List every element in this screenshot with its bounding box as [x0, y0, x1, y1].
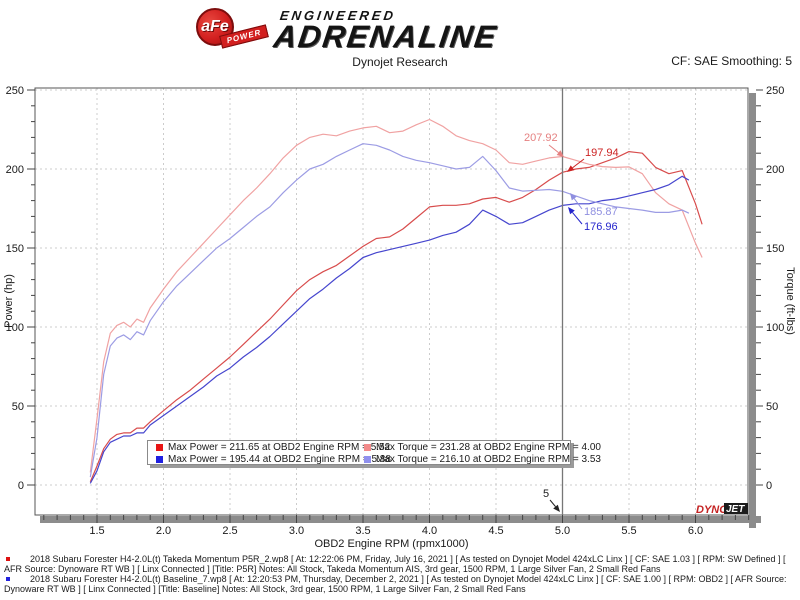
legend-item: Max Power = 195.44 at OBD2 Engine RPM = …	[156, 454, 391, 465]
legend-label: Max Torque = 231.28 at OBD2 Engine RPM =…	[376, 441, 601, 453]
annotation-label: 197.94	[585, 147, 619, 159]
run-footnotes: 2018 Subaru Forester H4-2.0L(t) Takeda M…	[4, 554, 798, 595]
y-tick-label-left: 150	[6, 243, 24, 255]
annotation-arrow-head	[567, 165, 575, 172]
y-tick-label-right: 150	[766, 243, 784, 255]
y-tick-label-left: 100	[6, 322, 24, 334]
y-tick-label-left: 200	[6, 164, 24, 176]
legend-swatch-icon	[364, 455, 371, 463]
curve-takeda-torque-ftlbs	[89, 118, 703, 473]
annotation-arrow-line	[573, 198, 583, 210]
annotation-arrow-line	[548, 144, 559, 154]
dynojet-watermark-jet: JET	[726, 504, 745, 515]
annotation-arrow-head	[553, 504, 560, 512]
legend-label: Max Power = 195.44 at OBD2 Engine RPM = …	[168, 453, 391, 465]
run-note: 2018 Subaru Forester H4-2.0L(t) Takeda M…	[4, 554, 786, 574]
annotation-arrow-line	[549, 499, 556, 507]
y-tick-label-right: 100	[766, 322, 784, 334]
dynojet-watermark-dyno: DYNO	[696, 504, 728, 516]
annotation-arrow-line	[572, 158, 585, 169]
y-tick-label-right: 250	[766, 85, 784, 97]
x-tick-label: 4.0	[422, 525, 437, 537]
legend-swatch-icon	[364, 443, 371, 451]
annotation-arrow-head	[568, 207, 575, 215]
y-tick-label-left: 250	[6, 85, 24, 97]
x-axis-title: OBD2 Engine RPM (rpmx1000)	[314, 538, 468, 550]
curve-takeda-power-hp	[89, 151, 703, 483]
dynojet-watermark-box	[724, 503, 748, 514]
legend-label: Max Power = 211.65 at OBD2 Engine RPM = …	[168, 441, 391, 453]
x-tick-label: 5.0	[555, 525, 570, 537]
annotation-arrow-head	[570, 193, 577, 201]
run-bullet-icon	[6, 577, 10, 581]
y-tick-label-right: 50	[766, 401, 778, 413]
legend-label: Max Torque = 216.10 at OBD2 Engine RPM =…	[376, 453, 601, 465]
afe-logo-icon: aFe	[196, 8, 234, 46]
y-tick-label-right: 0	[766, 480, 772, 492]
afe-logo-text: aFe	[201, 18, 229, 35]
frame-shadow-bottom	[40, 516, 761, 523]
chart-subtitle: Dynojet Research	[352, 55, 448, 69]
y-axis-title-right: Torque (ft-lbs)	[784, 267, 796, 335]
run-note: 2018 Subaru Forester H4-2.0L(t) Baseline…	[4, 574, 787, 594]
y-tick-label-left: 0	[18, 480, 24, 492]
y-tick-label-left: 50	[12, 401, 24, 413]
y-tick-label-right: 200	[766, 164, 784, 176]
x-tick-label: 5.5	[621, 525, 636, 537]
x-tick-label: 3.5	[355, 525, 370, 537]
x-tick-label: 4.5	[488, 525, 503, 537]
dyno-chart: 1.5 2.0 2.5 3.0 3.5 4.0 4.5 5.0 5.5 6.0 OBD2 Engin…	[3, 85, 796, 550]
legend-box: Max Power = 211.65 at OBD2 Engine RPM = …	[147, 440, 601, 465]
legend-item: Max Torque = 216.10 at OBD2 Engine RPM =…	[364, 454, 601, 465]
legend-item: Max Torque = 231.28 at OBD2 Engine RPM =…	[364, 442, 601, 453]
plot-frame	[34, 87, 749, 516]
annotation-arrow-line	[572, 212, 583, 225]
annotation-label: 176.96	[584, 221, 618, 233]
annotation-arrow-head	[556, 150, 564, 157]
curve-baseline-power-hp	[89, 175, 690, 484]
legend-item: Max Power = 211.65 at OBD2 Engine RPM = …	[156, 442, 390, 453]
x-tick-label: 6.0	[688, 525, 703, 537]
annotation-label: 185.87	[584, 206, 618, 218]
curve-baseline-torque-ftlbs	[89, 143, 690, 478]
x-tick-label: 3.0	[289, 525, 304, 537]
brand-tagline-adrenaline: ADRENALINE	[271, 19, 500, 54]
x-tick-label: 1.5	[89, 525, 104, 537]
annotation-label: 207.92	[524, 132, 558, 144]
cursor-label: 5	[543, 488, 549, 500]
x-tick-label: 2.0	[156, 525, 171, 537]
legend-swatch-icon	[156, 455, 163, 463]
frame-shadow-right	[749, 93, 756, 528]
legend-swatch-icon	[156, 443, 163, 451]
y-axis-title-left: Power (hp)	[3, 274, 15, 328]
smoothing-setting: CF: SAE Smoothing: 5	[671, 54, 792, 68]
run-bullet-icon	[6, 557, 10, 561]
x-tick-label: 2.5	[222, 525, 237, 537]
